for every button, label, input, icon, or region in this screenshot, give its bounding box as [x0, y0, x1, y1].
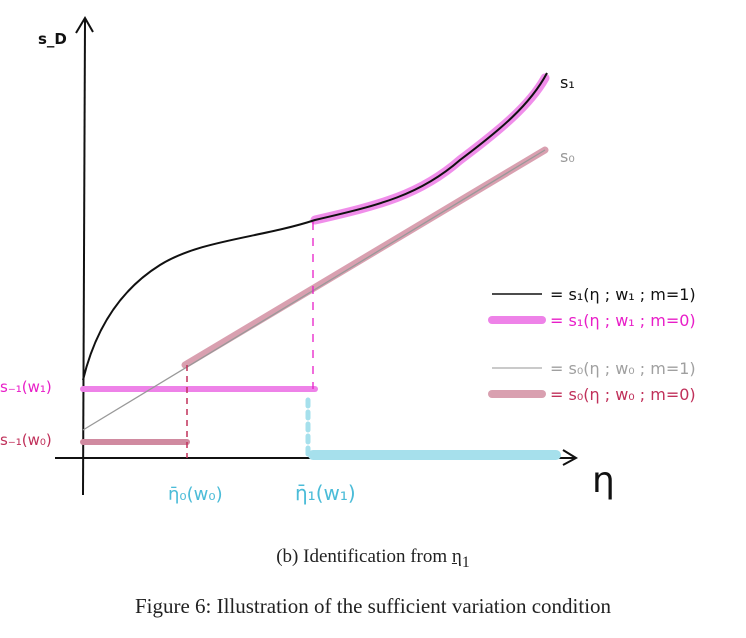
- s0-label: s₀: [560, 147, 575, 166]
- subcaption-subscript: 1: [461, 553, 470, 571]
- subcaption: (b) Identification from η1: [0, 546, 746, 572]
- legend-label-s1-m0: = s₁(η ; w₁ ; m=0): [550, 311, 696, 330]
- s0-w0-mark: s₋₁(w₀): [0, 431, 52, 449]
- legend-label-s0-m1: = s₀(η ; w₀ ; m=1): [550, 359, 696, 378]
- eta0-mark: η̄₀(w₀): [168, 484, 223, 505]
- y-axis: [82, 19, 86, 496]
- s1-m0-highlight: [310, 73, 550, 225]
- legend-label-s1-m1: = s₁(η ; w₁ ; m=1): [550, 285, 696, 304]
- s1-w1-mark: s₋₁(w₁): [0, 378, 52, 396]
- axes: [55, 16, 579, 496]
- legend: = s₁(η ; w₁ ; m=1) = s₁(η ; w₁ ; m=0) = …: [488, 285, 696, 404]
- legend-label-s0-m0: = s₀(η ; w₀ ; m=0): [550, 385, 696, 404]
- subcaption-symbol: η: [451, 546, 462, 567]
- diagram: s_D η s₁ s₀ s₋₁(w₁) s₋₁(w₀) η̄₀(w₀) η̄₁(…: [0, 16, 696, 505]
- x-axis-label: η: [592, 460, 615, 501]
- subcaption-text: (b) Identification from: [276, 546, 452, 567]
- s0-m1-line: [82, 149, 546, 431]
- x-axis-arrow: [562, 449, 579, 466]
- figure-caption: Figure 6: Illustration of the sufficient…: [134, 594, 612, 618]
- y-axis-arrow: [75, 16, 94, 34]
- y-axis-label: s_D: [38, 30, 67, 48]
- s1-m1-curve: [82, 72, 548, 381]
- eta1-mark: η̄₁(w₁): [295, 481, 356, 505]
- s1-label: s₁: [560, 73, 575, 92]
